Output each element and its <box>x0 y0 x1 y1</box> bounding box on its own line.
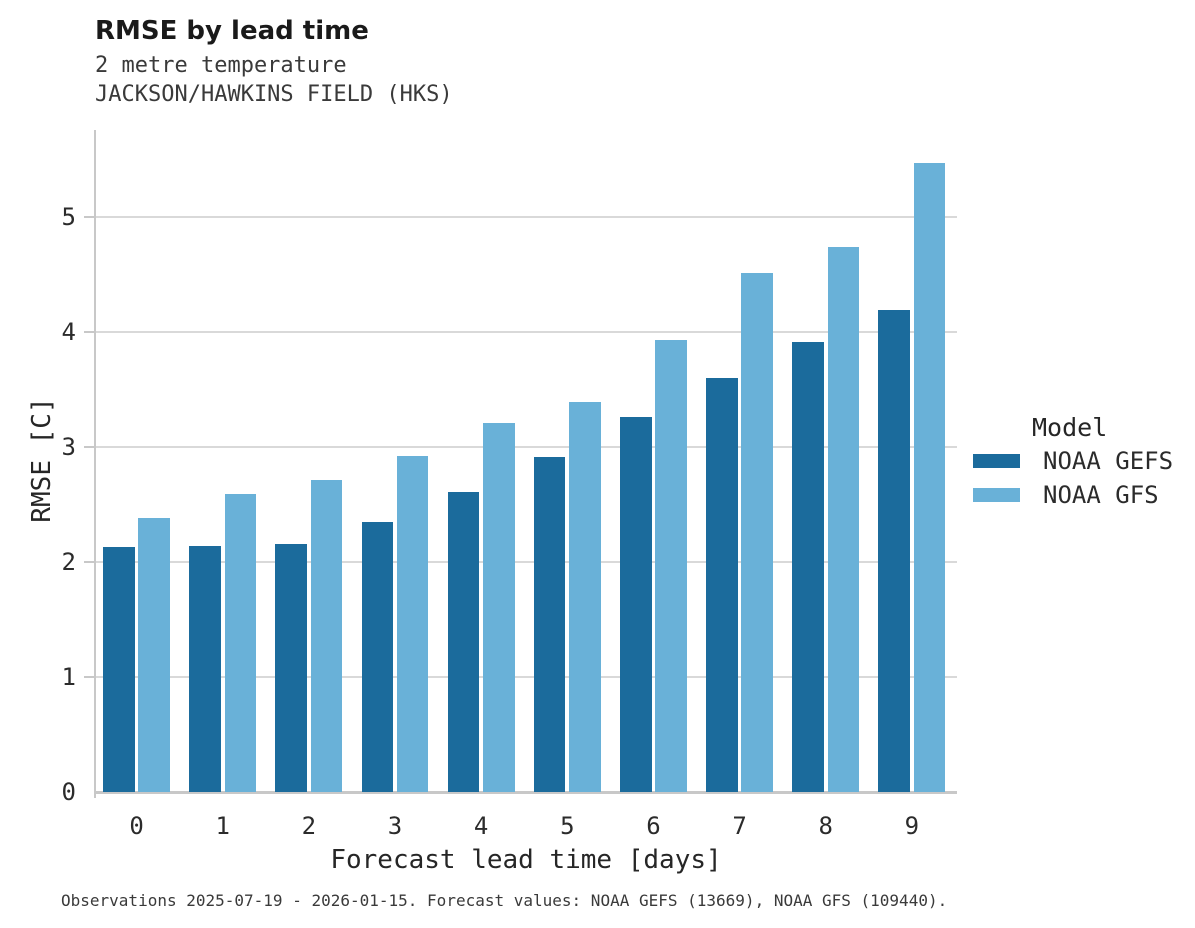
bar-noaa-gfs-lead-4 <box>482 422 515 792</box>
legend-item-label: NOAA GFS <box>1043 481 1159 509</box>
y-tick-label-1: 1 <box>61 663 76 691</box>
legend-swatch-icon <box>973 454 1020 468</box>
bar-noaa-gefs-lead-0 <box>103 547 135 792</box>
chart-title: RMSE by lead time <box>95 16 369 46</box>
bar-noaa-gfs-lead-5 <box>569 402 601 792</box>
y-tick-mark-1 <box>84 676 95 678</box>
bar-noaa-gfs-lead-3 <box>396 456 429 792</box>
gridline-y-1 <box>95 676 957 678</box>
gridline-y-5 <box>95 216 957 218</box>
x-tick-label-3: 3 <box>387 812 403 840</box>
legend-item-noaa-gefs: NOAA GEFS <box>973 447 1173 475</box>
legend-item-noaa-gfs: NOAA GFS <box>973 481 1173 509</box>
y-tick-mark-2 <box>84 561 95 563</box>
y-axis-spine <box>93 130 96 798</box>
bar-noaa-gefs-lead-9 <box>878 310 911 792</box>
gridline-y-2 <box>95 561 957 563</box>
bar-noaa-gfs-lead-6 <box>655 340 687 792</box>
x-tick-label-4: 4 <box>473 812 489 840</box>
x-axis-label: Forecast lead time [days] <box>330 845 722 875</box>
x-tick-label-9: 9 <box>904 812 920 840</box>
bar-noaa-gfs-lead-9 <box>913 162 946 792</box>
x-tick-label-7: 7 <box>732 812 747 840</box>
bar-noaa-gefs-lead-6 <box>620 417 652 792</box>
y-tick-mark-4 <box>84 331 95 333</box>
bar-noaa-gfs-lead-1 <box>224 494 257 792</box>
y-tick-label-3: 3 <box>61 433 76 461</box>
bar-noaa-gfs-lead-0 <box>138 518 170 792</box>
bar-noaa-gfs-lead-2 <box>310 480 343 792</box>
bar-noaa-gfs-lead-8 <box>827 246 860 792</box>
bar-noaa-gefs-lead-8 <box>792 342 824 792</box>
bar-noaa-gefs-lead-1 <box>189 545 221 792</box>
x-tick-label-0: 0 <box>129 812 144 840</box>
x-tick-label-5: 5 <box>560 812 575 840</box>
x-tick-label-6: 6 <box>646 812 661 840</box>
legend-item-label: NOAA GEFS <box>1043 447 1174 475</box>
y-tick-label-5: 5 <box>61 203 76 231</box>
chart-subtitle-variable: 2 metre temperature <box>95 53 347 78</box>
bar-noaa-gefs-lead-5 <box>533 457 566 792</box>
y-tick-mark-5 <box>84 216 95 218</box>
y-tick-mark-3 <box>84 446 95 448</box>
bar-noaa-gefs-lead-4 <box>447 491 480 792</box>
legend-swatch-icon <box>973 488 1020 502</box>
x-axis-spine <box>93 791 957 794</box>
chart-subtitle-station: JACKSON/HAWKINS FIELD (HKS) <box>95 82 453 107</box>
bar-noaa-gfs-lead-7 <box>741 273 773 792</box>
legend-items: NOAA GEFS NOAA GFS <box>973 447 1173 509</box>
gridline-y-3 <box>95 446 957 448</box>
y-tick-label-0: 0 <box>61 778 76 806</box>
caption: Observations 2025-07-19 - 2026-01-15. Fo… <box>61 891 948 910</box>
y-tick-label-4: 4 <box>61 318 76 346</box>
x-tick-label-1: 1 <box>215 812 230 840</box>
y-tick-label-2: 2 <box>61 548 76 576</box>
gridline-y-4 <box>95 331 957 333</box>
x-tick-label-8: 8 <box>818 812 833 840</box>
x-tick-label-2: 2 <box>301 812 317 840</box>
bar-noaa-gefs-lead-3 <box>361 521 394 792</box>
legend-title: Model <box>1032 413 1108 442</box>
bar-noaa-gefs-lead-7 <box>706 378 738 792</box>
legend: Model NOAA GEFS NOAA GFS <box>973 413 1173 522</box>
bar-noaa-gefs-lead-2 <box>275 543 308 792</box>
